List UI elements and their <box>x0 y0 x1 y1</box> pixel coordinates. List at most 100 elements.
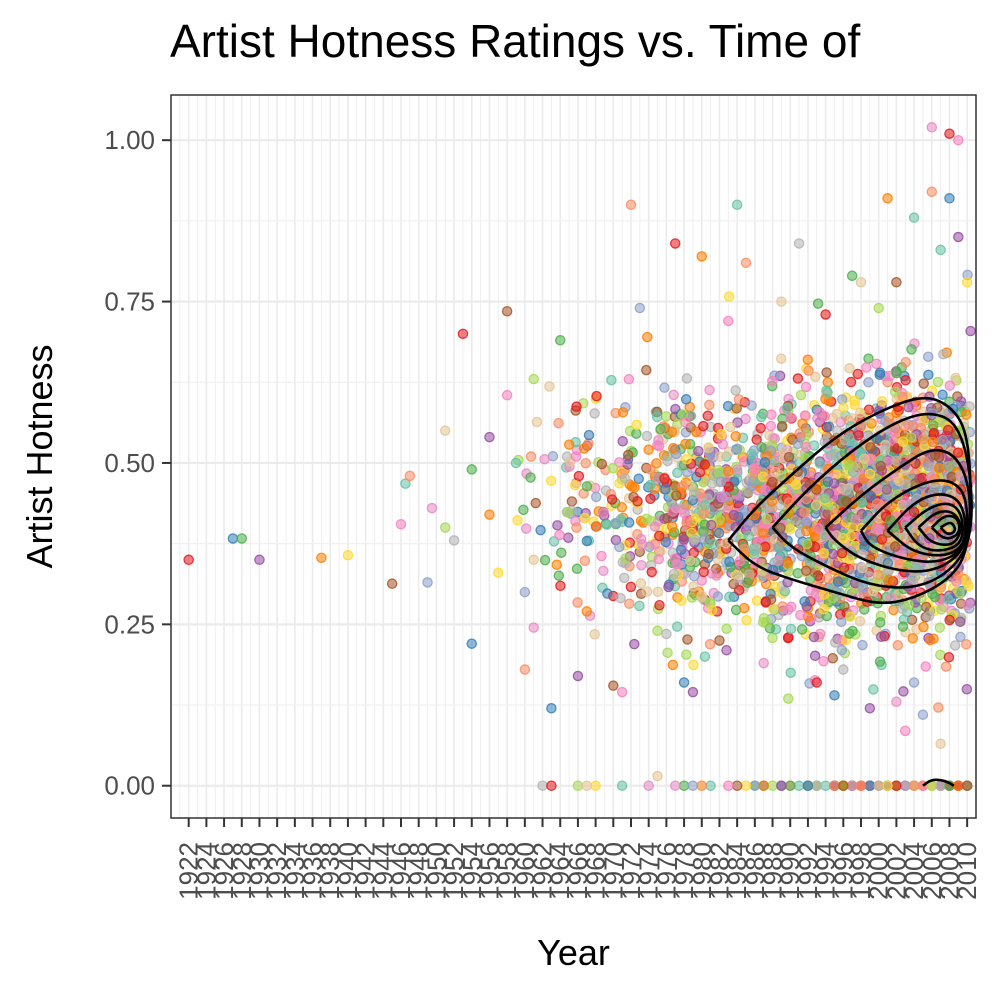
data-point <box>759 457 771 468</box>
data-point <box>649 538 661 550</box>
data-point <box>899 780 911 791</box>
data-point <box>890 541 901 552</box>
data-point <box>770 466 781 478</box>
x-tick-label: 1926 <box>209 842 239 900</box>
data-point <box>681 373 693 384</box>
data-point <box>790 514 801 526</box>
data-point <box>873 302 884 314</box>
data-point <box>800 565 812 577</box>
data-point <box>776 421 788 432</box>
data-point <box>519 586 531 598</box>
data-point <box>900 479 912 490</box>
data-point <box>688 659 699 671</box>
data-point <box>667 442 679 454</box>
data-point <box>784 524 796 535</box>
x-tick-label: 1986 <box>740 842 770 900</box>
data-point <box>722 466 734 477</box>
data-point <box>525 451 537 462</box>
data-point <box>629 638 640 650</box>
data-point <box>572 597 583 608</box>
data-point <box>685 555 696 566</box>
x-tick-label: 1948 <box>404 842 434 900</box>
data-point <box>607 463 619 474</box>
density-contour <box>939 521 957 536</box>
data-point <box>829 690 840 701</box>
data-point <box>803 365 814 376</box>
data-point <box>891 367 902 379</box>
data-point <box>953 231 964 243</box>
data-point <box>811 677 823 688</box>
data-point <box>662 455 673 467</box>
y-axis: 0.00 0.25 0.50 0.75 1.00 <box>104 125 171 801</box>
data-point <box>857 562 868 574</box>
data-point <box>637 539 648 550</box>
data-point <box>874 617 886 628</box>
data-point <box>926 186 938 198</box>
data-point <box>512 515 523 526</box>
data-point <box>801 538 813 550</box>
data-point <box>783 632 794 643</box>
data-point <box>693 445 704 457</box>
data-point <box>908 780 920 791</box>
data-point <box>785 667 796 679</box>
data-point <box>800 525 812 537</box>
data-point <box>581 780 593 791</box>
data-point <box>617 407 629 418</box>
data-point <box>634 600 645 612</box>
data-point <box>614 541 625 553</box>
data-point <box>897 436 909 447</box>
x-tick-label: 1964 <box>545 842 575 900</box>
data-point <box>676 595 687 606</box>
data-point <box>687 780 699 791</box>
data-point <box>661 628 672 640</box>
data-point <box>814 406 825 418</box>
data-point <box>643 780 654 791</box>
data-point <box>812 298 824 309</box>
density-contour <box>727 396 972 605</box>
data-point <box>484 431 495 443</box>
data-point <box>799 596 810 607</box>
data-point <box>961 683 973 695</box>
data-point <box>814 458 826 469</box>
data-point <box>539 453 550 465</box>
x-tick-label: 1984 <box>722 842 752 900</box>
data-point <box>938 348 949 360</box>
data-point <box>653 553 665 565</box>
data-point <box>631 428 642 439</box>
data-point <box>855 780 867 791</box>
data-point <box>662 512 673 524</box>
data-point <box>553 417 564 429</box>
data-point <box>827 653 839 664</box>
data-point <box>571 563 583 575</box>
data-point <box>578 443 590 454</box>
data-point <box>528 373 539 385</box>
data-point <box>853 430 864 441</box>
data-point <box>619 572 630 584</box>
data-point <box>721 644 732 656</box>
data-point <box>668 389 679 401</box>
data-point <box>748 548 760 560</box>
data-point <box>871 358 882 370</box>
data-point <box>714 451 726 462</box>
data-point <box>765 420 777 432</box>
data-point <box>861 362 872 373</box>
data-point <box>800 441 812 453</box>
data-point <box>555 580 566 592</box>
density-contour <box>930 514 961 540</box>
data-point <box>881 484 892 495</box>
data-point <box>899 725 911 737</box>
data-point <box>785 412 797 423</box>
data-point <box>510 457 522 469</box>
data-point <box>810 371 821 383</box>
data-point <box>838 402 849 414</box>
data-point <box>519 664 531 675</box>
x-tick-label: 1962 <box>528 842 558 900</box>
data-point <box>631 419 643 431</box>
data-point <box>667 506 679 517</box>
data-point <box>776 296 787 307</box>
data-point <box>731 464 743 475</box>
data-point <box>590 491 602 503</box>
data-point <box>955 631 966 643</box>
data-point <box>905 432 917 443</box>
data-point <box>581 481 593 492</box>
